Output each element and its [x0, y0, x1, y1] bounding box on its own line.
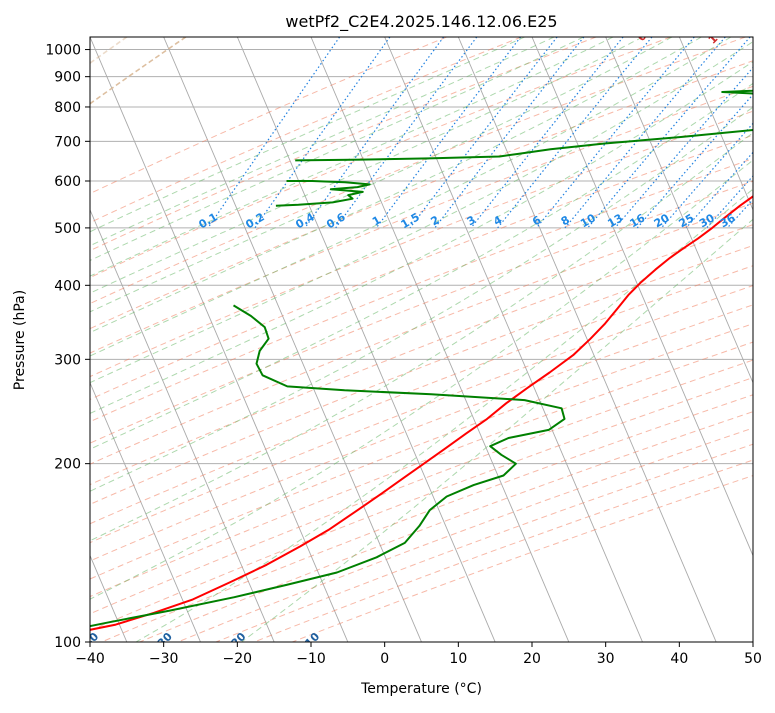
x-tick-label: −10 — [296, 651, 326, 667]
x-tick-label: −20 — [223, 651, 253, 667]
y-tick-label: 900 — [54, 70, 81, 86]
y-tick-label: 800 — [54, 100, 81, 116]
chart-title: wetPf2_C2E4.2025.146.12.06.E25 — [285, 12, 557, 32]
y-tick-label: 200 — [54, 457, 81, 473]
y-tick-label: 600 — [54, 174, 81, 190]
x-tick-label: 30 — [597, 651, 615, 667]
y-axis-label: Pressure (hPa) — [12, 290, 28, 390]
x-tick-label: 10 — [449, 651, 467, 667]
x-axis-label: Temperature (°C) — [360, 681, 482, 697]
y-tick-label: 500 — [54, 221, 81, 237]
x-tick-label: 40 — [670, 651, 688, 667]
y-tick-label: 300 — [54, 352, 81, 368]
x-tick-label: 20 — [523, 651, 541, 667]
x-tick-label: −30 — [149, 651, 179, 667]
y-tick-label: 700 — [54, 134, 81, 150]
x-tick-label: 0 — [380, 651, 389, 667]
y-tick-label: 400 — [54, 278, 81, 294]
x-tick-label: 50 — [744, 651, 762, 667]
x-tick-label: −40 — [75, 651, 105, 667]
y-tick-label: 1000 — [45, 43, 81, 59]
y-tick-label: 100 — [54, 635, 81, 651]
